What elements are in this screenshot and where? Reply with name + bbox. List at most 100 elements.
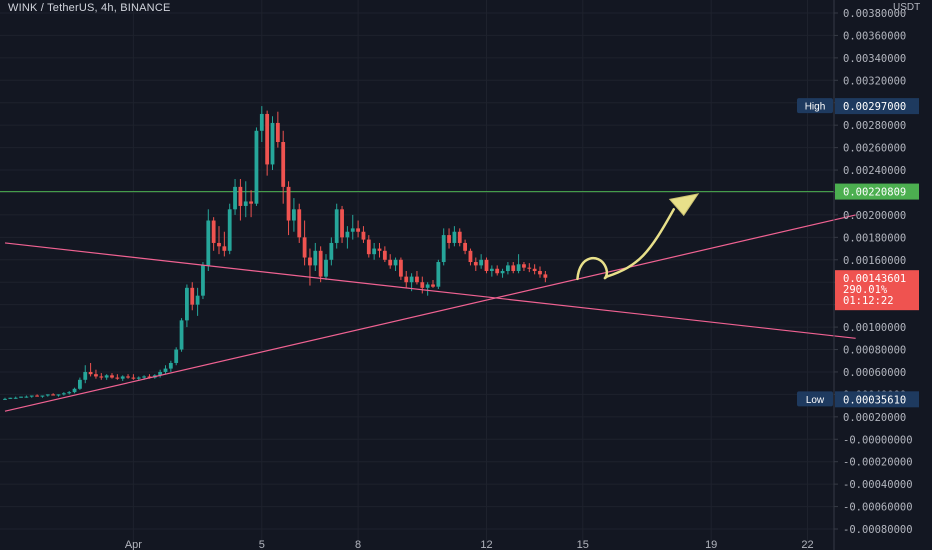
- candle: [120, 375, 125, 381]
- candle-body: [463, 242, 467, 251]
- candle-body: [104, 375, 109, 378]
- candle: [51, 393, 56, 396]
- candle-body: [350, 228, 355, 232]
- candle-body: [265, 113, 270, 165]
- candle-body: [163, 368, 168, 372]
- candle-body: [217, 242, 221, 247]
- axis-badges: High 0.00297000 0.00220809 0.00143601290.01…: [797, 98, 919, 408]
- candle-body: [168, 362, 173, 369]
- candle-body: [78, 379, 82, 389]
- candle: [24, 395, 29, 398]
- symbol-title: WINK / TetherUS, 4h, BINANCE: [8, 2, 171, 14]
- candle-body: [88, 371, 93, 375]
- candle: [345, 226, 350, 249]
- candle: [179, 318, 184, 352]
- high-value-bg: [835, 98, 919, 115]
- price-change: 290.01%: [843, 284, 888, 296]
- y-tick-label: 0.00020000: [843, 412, 906, 424]
- candle: [468, 248, 473, 266]
- candle: [324, 254, 328, 280]
- candle: [425, 282, 430, 296]
- candle: [302, 220, 307, 266]
- candle: [506, 262, 510, 275]
- y-tick-label: 0.00180000: [843, 232, 906, 244]
- time-axis[interactable]: Apr 5 8 12 15 19 22: [125, 539, 814, 550]
- candle: [447, 228, 451, 249]
- candle-body: [147, 376, 152, 378]
- candle-body: [158, 371, 163, 376]
- candle: [265, 110, 270, 176]
- y-tick-label: -0.00000000: [843, 434, 913, 446]
- candle: [415, 271, 419, 285]
- y-tick-label: 0.00100000: [843, 322, 906, 334]
- candle-body: [297, 209, 302, 238]
- candle-body: [275, 122, 280, 142]
- candle: [527, 263, 532, 273]
- candle: [532, 264, 537, 275]
- candle-body: [308, 257, 312, 266]
- candle: [72, 387, 77, 394]
- candle: [222, 231, 227, 257]
- candle-body: [249, 201, 253, 204]
- candle: [115, 374, 120, 380]
- candle: [45, 394, 50, 397]
- candle-body: [243, 201, 248, 206]
- candle-body: [415, 276, 419, 283]
- candle-body: [399, 259, 403, 277]
- candle: [297, 203, 302, 243]
- candle-body: [142, 376, 146, 378]
- y-tick-label: 0.00080000: [843, 345, 906, 357]
- y-tick-label: -0.00020000: [843, 457, 913, 469]
- candle: [329, 237, 334, 266]
- low-value-text: 0.00035610: [843, 394, 906, 406]
- candle-body: [495, 268, 500, 274]
- candle: [511, 262, 516, 274]
- candle: [195, 287, 200, 316]
- candle-body: [366, 239, 371, 255]
- high-label: High: [805, 102, 826, 113]
- arrow-head: [668, 193, 700, 217]
- candle: [67, 391, 72, 395]
- high-value-text: 0.00297000: [843, 101, 906, 113]
- y-tick-label: 0.00260000: [843, 143, 906, 155]
- candle-body: [19, 396, 23, 398]
- y-tick-label: -0.00040000: [843, 479, 913, 491]
- candle: [168, 360, 173, 372]
- candle: [377, 242, 382, 258]
- candle-body: [372, 248, 377, 255]
- candle: [516, 254, 521, 274]
- candle: [350, 214, 355, 240]
- level-value-text: 0.00220809: [843, 187, 906, 199]
- candle-body: [420, 282, 425, 288]
- candle: [174, 347, 179, 366]
- arrow-shaft: [576, 208, 675, 281]
- candle-body: [40, 395, 45, 397]
- candle: [538, 266, 542, 278]
- candle-body: [185, 287, 189, 321]
- candle: [420, 276, 425, 294]
- candle-body: [292, 209, 296, 221]
- y-tick-label: 0.00360000: [843, 30, 906, 42]
- candle-body: [484, 259, 489, 271]
- candle: [275, 111, 280, 148]
- candle-body: [425, 284, 430, 288]
- candle-body: [270, 122, 275, 165]
- y-tick-label: 0.00160000: [843, 255, 906, 267]
- candle: [19, 396, 23, 398]
- candle-body: [120, 376, 125, 379]
- candle: [473, 257, 478, 271]
- candle-body: [259, 113, 264, 131]
- candle: [131, 374, 136, 380]
- y-tick-label: -0.00060000: [843, 502, 913, 514]
- candle: [78, 377, 82, 390]
- candle-body: [473, 262, 478, 266]
- candle: [158, 369, 163, 378]
- candle-body: [222, 246, 227, 251]
- candle: [388, 254, 393, 269]
- candle: [201, 262, 205, 300]
- candle: [361, 226, 366, 243]
- trendline: [4, 242, 856, 339]
- y-tick-label: 0.00320000: [843, 75, 906, 87]
- candle: [500, 268, 505, 278]
